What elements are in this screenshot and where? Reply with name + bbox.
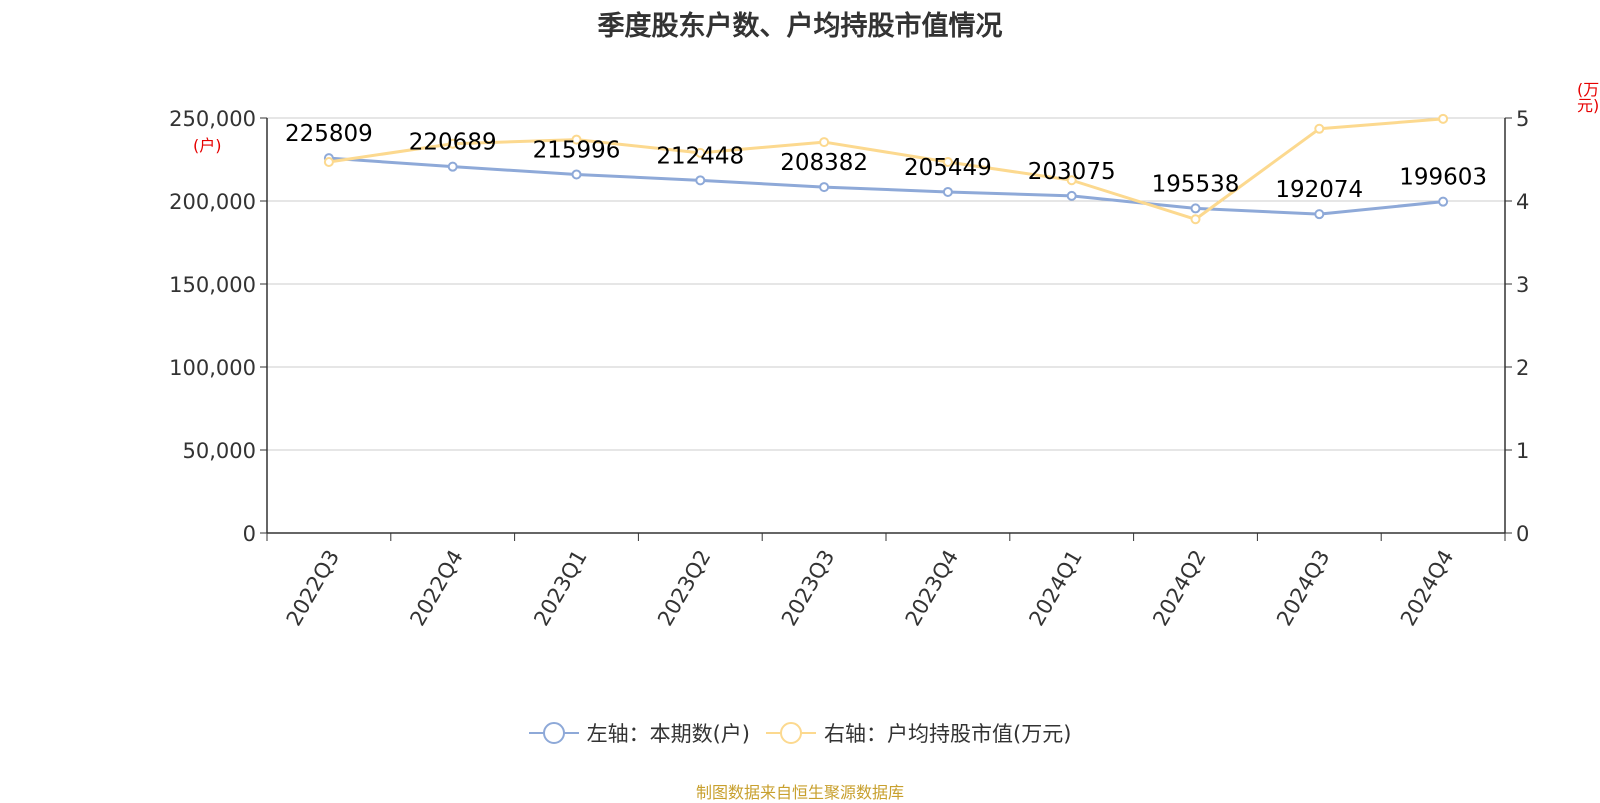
data-point-right: [447, 138, 458, 149]
x-axis-tick-label: 2022Q3: [282, 546, 344, 630]
series-line-right: [328, 117, 1444, 221]
data-point-right: [571, 134, 582, 145]
data-point-left: [1438, 196, 1449, 207]
data-point-left: [942, 186, 953, 197]
left-axis-tick-label: 100,000: [169, 356, 256, 380]
legend-left-series-icon: [528, 722, 579, 744]
x-axis-tick-label: 2024Q2: [1148, 546, 1210, 630]
data-point-right: [323, 156, 334, 167]
data-point-left: [819, 182, 830, 193]
data-label: 208382: [780, 150, 868, 176]
data-point-right: [1314, 123, 1325, 134]
x-axis-tick-label: 2024Q3: [1272, 546, 1334, 630]
right-axis-tick-label: 3: [1516, 273, 1529, 297]
right-axis-tick-label: 5: [1516, 107, 1529, 131]
data-point-left: [1066, 190, 1077, 201]
data-point-right: [695, 147, 706, 158]
x-axis-tick-label: 2024Q1: [1024, 546, 1086, 630]
left-axis-tick-label: 200,000: [169, 190, 256, 214]
left-axis-tick-label: 250,000: [169, 107, 256, 131]
data-point-left: [571, 169, 582, 180]
legend-right-series-icon: [766, 722, 816, 744]
right-axis-tick-label: 0: [1516, 522, 1529, 546]
left-axis-tick-label: 150,000: [169, 273, 256, 297]
x-axis-tick-label: 2023Q4: [901, 546, 963, 630]
x-axis-tick-label: 2024Q4: [1396, 546, 1458, 630]
data-point-left: [1314, 209, 1325, 220]
legend-left-series-label: 左轴：本期数(户): [586, 722, 750, 746]
right-axis-tick-label: 1: [1516, 439, 1529, 463]
data-label: 195538: [1152, 171, 1240, 197]
data-label: 199603: [1399, 165, 1487, 191]
legend[interactable]: 左轴：本期数(户) 右轴：户均持股市值(万元): [0, 718, 1600, 748]
x-axis-tick-label: 2023Q1: [529, 546, 591, 630]
data-point-right: [1438, 113, 1449, 124]
data-point-right: [1190, 214, 1201, 225]
data-point-left: [695, 175, 706, 186]
data-label: 192074: [1275, 177, 1363, 203]
series-line-left: [328, 156, 1444, 216]
data-label: 215996: [533, 137, 621, 163]
legend-item-right-series[interactable]: 右轴：户均持股市值(万元): [766, 718, 1071, 748]
data-label: 203075: [1028, 159, 1116, 185]
x-axis-tick-label: 2023Q2: [653, 546, 715, 630]
data-point-right: [942, 156, 953, 167]
data-point-left: [447, 161, 458, 172]
left-axis-tick-label: 0: [243, 522, 256, 546]
right-axis-tick-label: 2: [1516, 356, 1529, 380]
chart-title: 季度股东户数、户均持股市值情况: [597, 11, 1003, 42]
legend-item-left-series[interactable]: 左轴：本期数(户): [528, 718, 750, 748]
data-label: 220689: [409, 130, 497, 156]
data-label: 225809: [285, 121, 373, 147]
x-axis-tick-label: 2023Q3: [777, 546, 839, 630]
data-label: 205449: [904, 155, 992, 181]
data-label: 212448: [656, 143, 744, 169]
data-point-right: [1066, 175, 1077, 186]
data-point-right: [819, 137, 830, 148]
data-point-left: [1190, 203, 1201, 214]
left-axis-tick-label: 50,000: [183, 439, 256, 463]
legend-right-series-label: 右轴：户均持股市值(万元): [824, 722, 1072, 746]
right-axis-tick-label: 4: [1516, 190, 1529, 214]
x-axis-tick-label: 2022Q4: [405, 546, 467, 630]
data-source-note: 制图数据来自恒生聚源数据库: [695, 783, 904, 802]
